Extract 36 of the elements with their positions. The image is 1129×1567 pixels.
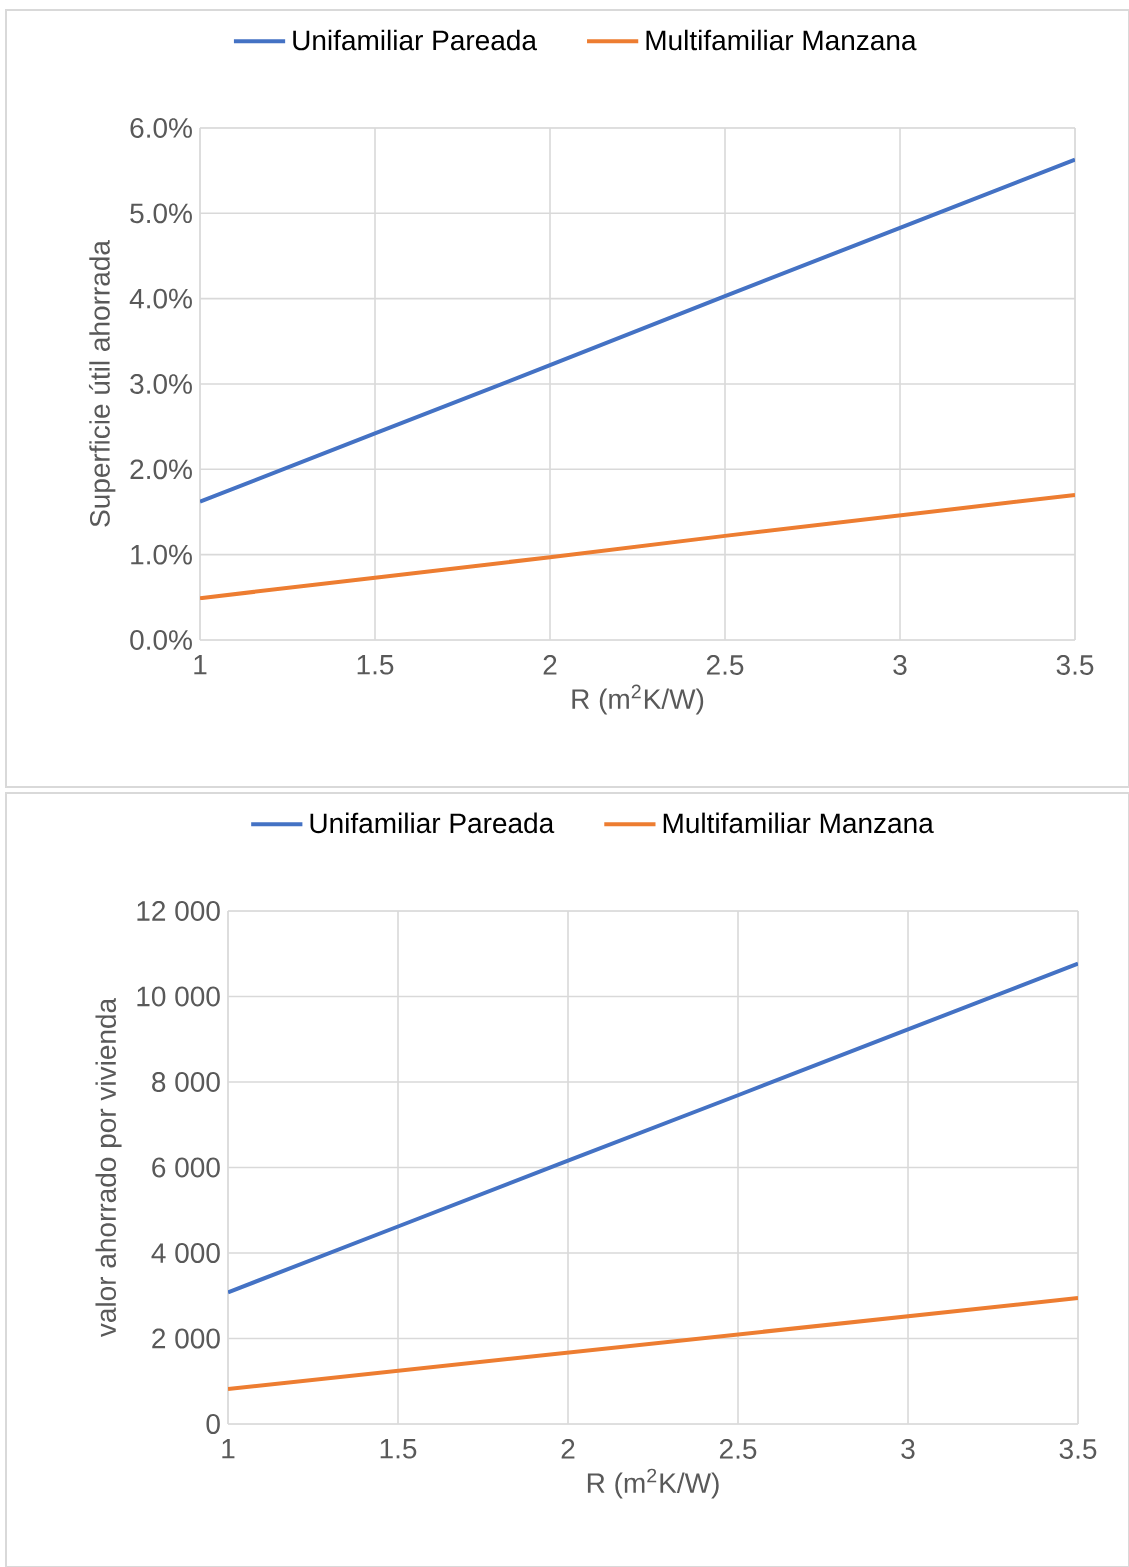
- x-tick-label: 2.5: [706, 655, 744, 675]
- y-axis-title: Superficie útil ahorrada: [88, 240, 116, 527]
- y-tick-label: 8 000: [152, 1072, 220, 1092]
- y-tick-label: 0.0%: [130, 630, 192, 650]
- x-tick-label: 3: [893, 655, 907, 675]
- y-tick-label: 4 000: [151, 1243, 220, 1263]
- x-axis-title: R (m$^{2}$K/W): [572, 684, 704, 715]
- x-tick-label: 1.5: [380, 1439, 417, 1459]
- legend-label: Multifamiliar Manzana: [646, 29, 917, 51]
- line-series: [200, 157, 1076, 504]
- x-tick-label: 2: [543, 655, 557, 675]
- y-tick-label: 2 000: [152, 1328, 220, 1349]
- legend-label: Multifamiliar Manzana: [663, 812, 934, 834]
- y-tick-label: 0: [206, 1414, 220, 1434]
- y-tick-label: 12 000: [137, 901, 220, 921]
- y-tick-label: 2.0%: [130, 459, 192, 480]
- line-series: [228, 961, 1079, 1295]
- y-axis-title: valor ahorrado por vivienda: [95, 997, 122, 1338]
- x-tick-label: 3: [901, 1439, 915, 1459]
- y-tick-label: 6.0%: [130, 118, 192, 138]
- x-tick-label: 1: [222, 1439, 235, 1459]
- x-tick-label: 3.5: [1056, 655, 1094, 675]
- y-tick-label: 3.0%: [130, 374, 192, 394]
- x-tick-label: 1: [194, 655, 207, 675]
- y-tick-label: 4.0%: [129, 288, 192, 309]
- y-tick-label: 1.0%: [131, 544, 192, 565]
- x-tick-label: 1.5: [357, 655, 394, 675]
- x-axis-title: R (m$^{2}$K/W): [587, 1468, 719, 1499]
- x-tick-label: 2: [561, 1439, 575, 1459]
- y-tick-label: 5.0%: [130, 203, 192, 224]
- x-tick-label: 3.5: [1059, 1439, 1097, 1459]
- legend-label: Unifamiliar Pareada: [310, 812, 555, 834]
- y-tick-label: 10 000: [137, 986, 220, 1007]
- x-tick-label: 2.5: [719, 1439, 757, 1459]
- y-tick-label: 6 000: [152, 1157, 220, 1178]
- legend-label: Unifamiliar Pareada: [293, 29, 537, 51]
